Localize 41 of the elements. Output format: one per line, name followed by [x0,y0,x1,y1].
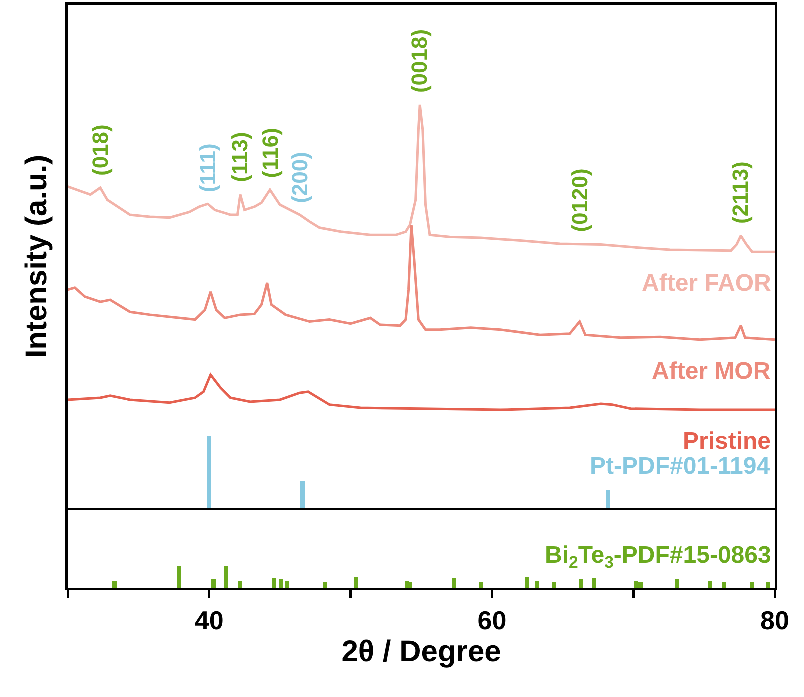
bar [579,580,584,588]
annotation: (0018) [407,29,432,94]
x-tick-label: 80 [760,606,790,636]
series-label: After MOR [652,358,771,385]
bar [634,580,639,588]
annotation: (111) [195,144,220,193]
bar [750,582,754,588]
x-tick-label: 40 [194,606,224,636]
series-label: Bi$_{2}$Te$_{3}$-PDF#15-0863 [545,542,772,572]
annotation: (018) [88,124,114,176]
bar [675,580,680,588]
bar [552,582,557,588]
bar [478,582,484,588]
bar [525,577,530,588]
bar [224,566,228,588]
bar [272,578,277,588]
bar [212,580,216,588]
series-label: Pristine [683,428,772,455]
bar [112,580,117,588]
bar [638,582,643,588]
bar [176,566,182,588]
bar [535,580,540,588]
bar [323,582,328,588]
y-axis-title: Intensity (a.u.) [20,154,54,358]
series-label: Pt-PDF#01-1194 [590,453,771,480]
x-tick-label: 60 [478,606,507,636]
bar [722,582,726,588]
annotation: (116) [258,128,284,178]
annotation: (2113) [728,162,754,224]
x-axis-title: 2θ / Degree [342,636,502,669]
bar [238,580,243,588]
series-label: After FAOR [642,270,772,297]
annotation: (113) [228,132,253,182]
bar [408,582,412,588]
bar [354,577,359,588]
bar [592,578,596,588]
annotation: (200) [287,152,312,204]
bar [452,578,456,588]
bar [766,582,770,588]
bar [708,580,712,588]
annotation: (0120) [567,168,592,232]
